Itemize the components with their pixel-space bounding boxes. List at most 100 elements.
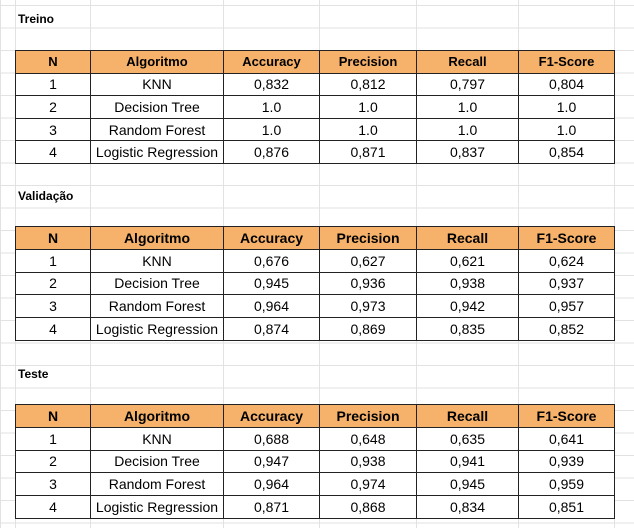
- cell-recall[interactable]: 0,837: [416, 140, 519, 164]
- cell-n[interactable]: 2: [15, 271, 91, 296]
- cell-recall[interactable]: 0,945: [416, 472, 519, 497]
- section-title-treino: Treino: [18, 12, 55, 26]
- cell-f1-score[interactable]: 0,854: [518, 140, 615, 164]
- cell-precision[interactable]: 0,627: [319, 248, 417, 273]
- cell-accuracy[interactable]: 0,945: [223, 271, 320, 296]
- header-algoritmo[interactable]: Algoritmo: [90, 50, 224, 74]
- cell-f1-score[interactable]: 0,851: [518, 495, 615, 519]
- cell-algoritmo[interactable]: Random Forest: [90, 294, 224, 319]
- cell-recall[interactable]: 0,942: [416, 294, 519, 319]
- header-n[interactable]: N: [15, 226, 91, 250]
- cell-f1-score[interactable]: 1.0: [518, 95, 615, 119]
- table-row: 1 KNN 0,832 0,812 0,797 0,804: [15, 72, 615, 97]
- cell-f1-score[interactable]: 0,624: [518, 248, 615, 273]
- cell-recall[interactable]: 0,941: [416, 449, 519, 474]
- cell-precision[interactable]: 0,936: [319, 271, 417, 296]
- cell-precision[interactable]: 0,812: [319, 72, 417, 97]
- cell-precision[interactable]: 0,869: [319, 317, 417, 341]
- header-algoritmo[interactable]: Algoritmo: [90, 226, 224, 250]
- section-title-validacao: Validação: [18, 189, 74, 203]
- cell-precision[interactable]: 0,974: [319, 472, 417, 497]
- cell-algoritmo[interactable]: Logistic Regression: [90, 317, 224, 341]
- header-recall[interactable]: Recall: [416, 404, 519, 428]
- header-row: N Algoritmo Accuracy Precision Recall F1-Scor…: [15, 226, 615, 250]
- cell-n[interactable]: 4: [15, 495, 91, 519]
- header-accuracy[interactable]: Accuracy: [223, 404, 320, 428]
- cell-accuracy[interactable]: 0,871: [223, 495, 320, 519]
- table-row: 2 Decision Tree 0,945 0,936 0,938 0,937: [15, 271, 615, 296]
- cell-algoritmo[interactable]: Logistic Regression: [90, 495, 224, 519]
- table-row: 2 Decision Tree 0,947 0,938 0,941 0,939: [15, 449, 615, 474]
- header-f1-score[interactable]: F1-Score: [518, 226, 615, 250]
- cell-recall[interactable]: 0,835: [416, 317, 519, 341]
- cell-accuracy[interactable]: 1.0: [223, 117, 320, 142]
- cell-n[interactable]: 1: [15, 248, 91, 273]
- cell-n[interactable]: 4: [15, 317, 91, 341]
- cell-algoritmo[interactable]: Random Forest: [90, 117, 224, 142]
- header-f1-score[interactable]: F1-Score: [518, 50, 615, 74]
- header-row: N Algoritmo Accuracy Precision Recall F1-Scor…: [15, 404, 615, 428]
- cell-accuracy[interactable]: 0,688: [223, 426, 320, 451]
- cell-precision[interactable]: 1.0: [319, 117, 417, 142]
- cell-precision[interactable]: 0,868: [319, 495, 417, 519]
- header-accuracy[interactable]: Accuracy: [223, 226, 320, 250]
- cell-accuracy[interactable]: 0,947: [223, 449, 320, 474]
- cell-accuracy[interactable]: 1.0: [223, 95, 320, 119]
- table-row: 1 KNN 0,676 0,627 0,621 0,624: [15, 248, 615, 273]
- header-n[interactable]: N: [15, 50, 91, 74]
- table-row: 4 Logistic Regression 0,871 0,868 0,834 0,851: [15, 495, 615, 519]
- header-precision[interactable]: Precision: [319, 404, 417, 428]
- cell-accuracy[interactable]: 0,964: [223, 294, 320, 319]
- cell-f1-score[interactable]: 0,937: [518, 271, 615, 296]
- cell-accuracy[interactable]: 0,876: [223, 140, 320, 164]
- cell-recall[interactable]: 1.0: [416, 95, 519, 119]
- header-n[interactable]: N: [15, 404, 91, 428]
- cell-n[interactable]: 2: [15, 95, 91, 119]
- cell-f1-score[interactable]: 0,939: [518, 449, 615, 474]
- cell-algoritmo[interactable]: Random Forest: [90, 472, 224, 497]
- cell-accuracy[interactable]: 0,964: [223, 472, 320, 497]
- cell-recall[interactable]: 0,635: [416, 426, 519, 451]
- cell-algoritmo[interactable]: Logistic Regression: [90, 140, 224, 164]
- cell-n[interactable]: 3: [15, 117, 91, 142]
- cell-f1-score[interactable]: 0,852: [518, 317, 615, 341]
- header-f1-score[interactable]: F1-Score: [518, 404, 615, 428]
- cell-algoritmo[interactable]: KNN: [90, 248, 224, 273]
- cell-precision[interactable]: 0,648: [319, 426, 417, 451]
- header-accuracy[interactable]: Accuracy: [223, 50, 320, 74]
- cell-recall[interactable]: 1.0: [416, 117, 519, 142]
- cell-recall[interactable]: 0,834: [416, 495, 519, 519]
- cell-precision[interactable]: 0,871: [319, 140, 417, 164]
- cell-n[interactable]: 1: [15, 426, 91, 451]
- cell-recall[interactable]: 0,621: [416, 248, 519, 273]
- table-row: 2 Decision Tree 1.0 1.0 1.0 1.0: [15, 95, 615, 119]
- header-recall[interactable]: Recall: [416, 50, 519, 74]
- cell-f1-score[interactable]: 0,957: [518, 294, 615, 319]
- header-precision[interactable]: Precision: [319, 226, 417, 250]
- header-algoritmo[interactable]: Algoritmo: [90, 404, 224, 428]
- cell-algoritmo[interactable]: Decision Tree: [90, 271, 224, 296]
- cell-f1-score[interactable]: 0,804: [518, 72, 615, 97]
- header-recall[interactable]: Recall: [416, 226, 519, 250]
- cell-algoritmo[interactable]: KNN: [90, 72, 224, 97]
- cell-accuracy[interactable]: 0,676: [223, 248, 320, 273]
- cell-accuracy[interactable]: 0,874: [223, 317, 320, 341]
- cell-f1-score[interactable]: 0,641: [518, 426, 615, 451]
- cell-algoritmo[interactable]: Decision Tree: [90, 449, 224, 474]
- cell-algoritmo[interactable]: KNN: [90, 426, 224, 451]
- header-precision[interactable]: Precision: [319, 50, 417, 74]
- cell-n[interactable]: 2: [15, 449, 91, 474]
- cell-algoritmo[interactable]: Decision Tree: [90, 95, 224, 119]
- cell-f1-score[interactable]: 0,959: [518, 472, 615, 497]
- cell-recall[interactable]: 0,938: [416, 271, 519, 296]
- cell-f1-score[interactable]: 1.0: [518, 117, 615, 142]
- cell-n[interactable]: 4: [15, 140, 91, 164]
- cell-precision[interactable]: 0,938: [319, 449, 417, 474]
- cell-recall[interactable]: 0,797: [416, 72, 519, 97]
- cell-precision[interactable]: 0,973: [319, 294, 417, 319]
- cell-n[interactable]: 1: [15, 72, 91, 97]
- cell-n[interactable]: 3: [15, 472, 91, 497]
- cell-precision[interactable]: 1.0: [319, 95, 417, 119]
- cell-accuracy[interactable]: 0,832: [223, 72, 320, 97]
- cell-n[interactable]: 3: [15, 294, 91, 319]
